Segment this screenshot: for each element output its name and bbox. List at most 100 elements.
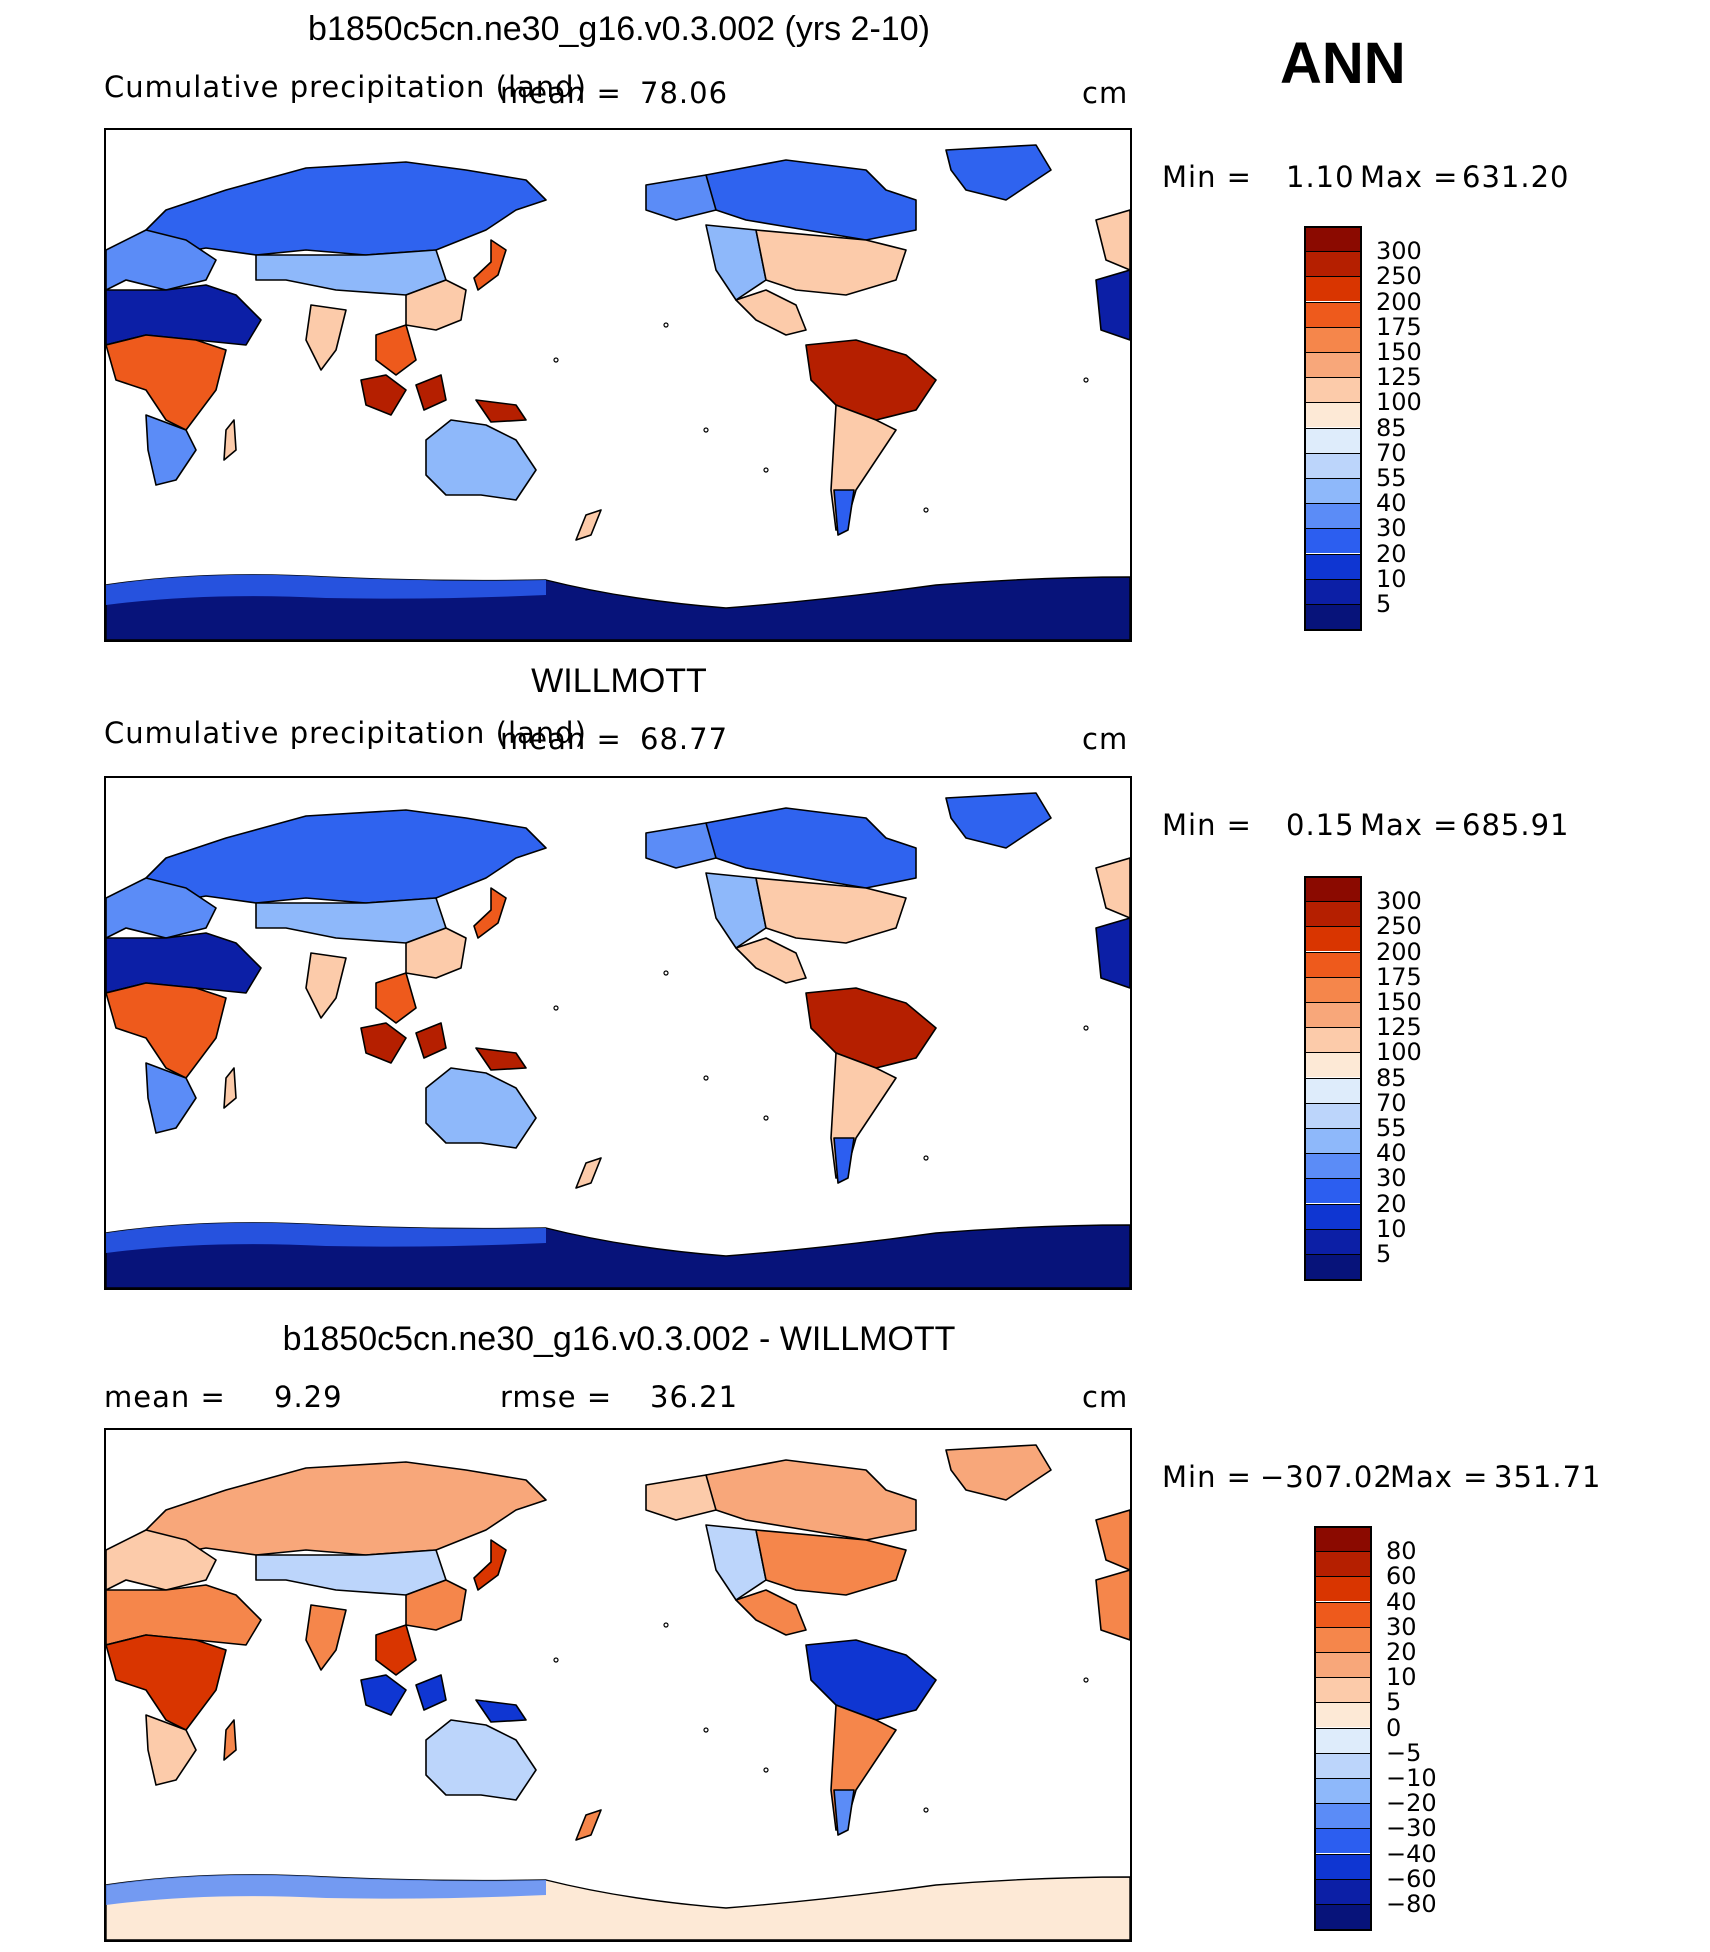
colorbar-label: 125 — [1376, 363, 1422, 392]
island-outline — [1083, 377, 1089, 383]
landmass-usa-east — [755, 229, 907, 296]
colorbar-frame — [1304, 226, 1362, 632]
colorbar-swatch — [1304, 578, 1362, 604]
landmass-europe — [106, 877, 217, 939]
landmass-central-africa — [106, 1634, 227, 1731]
landmass-usa-west — [705, 872, 767, 949]
colorbar-label: −40 — [1386, 1839, 1437, 1868]
landmass-madagascar — [223, 1067, 237, 1109]
colorbar-swatch — [1314, 1702, 1372, 1728]
colorbar-swatch — [1314, 1727, 1372, 1753]
landmass-india — [305, 952, 347, 1019]
colorbar-swatch — [1314, 1828, 1372, 1854]
island-outline — [923, 1807, 929, 1813]
antarctica-coast-band — [106, 1222, 546, 1253]
island-outline — [663, 322, 669, 328]
landmass-patagonia — [833, 1789, 855, 1836]
landmass-australia — [425, 1719, 537, 1801]
landmass-greenland — [945, 792, 1052, 849]
panel-3-min-label: Min = — [1162, 1460, 1252, 1494]
landmass-amazon — [805, 339, 937, 421]
island-outline — [703, 427, 709, 433]
landmass-sahara-arabia — [106, 284, 262, 346]
landmass-canada — [705, 159, 917, 241]
colorbar-swatch — [1304, 1228, 1362, 1254]
colorbar-label: 5 — [1376, 1240, 1392, 1268]
colorbar-swatch — [1314, 1778, 1372, 1803]
colorbar-swatch — [1304, 503, 1362, 529]
colorbar-label: 175 — [1376, 312, 1422, 341]
colorbar-label: 100 — [1376, 1038, 1422, 1067]
landmass-japan — [473, 239, 507, 291]
landmass-new-guinea — [475, 1047, 527, 1071]
panel-1-title: b1850c5cn.ne30_g16.v0.3.002 (yrs 2-10) — [308, 10, 930, 48]
colorbar-swatch — [1304, 452, 1362, 478]
colorbar-label: −60 — [1386, 1864, 1437, 1893]
landmass-canada — [705, 1459, 917, 1541]
colorbar-label: 125 — [1376, 1013, 1422, 1042]
colorbar-label: 150 — [1376, 338, 1422, 366]
colorbar-label: 5 — [1376, 590, 1392, 618]
landmass-eurasia-north — [135, 1461, 547, 1556]
landmass-new-guinea — [475, 1699, 527, 1723]
colorbar-label: 175 — [1376, 962, 1422, 991]
colorbar-label: −80 — [1386, 1890, 1437, 1918]
landmass-australia — [425, 1067, 537, 1149]
panel-1-max-value: 631.20 — [1462, 160, 1570, 194]
colorbar-swatch — [1304, 901, 1362, 927]
landmass-central-africa — [106, 334, 227, 431]
panel-2-subtitle: Cumulative precipitation (land) — [104, 716, 587, 750]
colorbar-swatch — [1314, 1652, 1372, 1677]
colorbar-swatch — [1304, 226, 1362, 251]
colorbar-swatch — [1304, 976, 1362, 1002]
landmass-greenland — [945, 1444, 1052, 1501]
landmass-eurasia-north — [135, 161, 547, 256]
landmass-new-zealand — [575, 1809, 602, 1841]
landmass-madagascar — [223, 419, 237, 461]
colorbar-swatch — [1304, 926, 1362, 952]
panel-3-mean-value: 9.29 — [274, 1380, 343, 1414]
colorbar-swatch — [1304, 876, 1362, 901]
colorbar-label: 40 — [1376, 1139, 1407, 1168]
landmass-europe-edge — [1095, 1509, 1130, 1571]
island-outline — [553, 1657, 559, 1663]
panel-1-mean-value: 78.06 — [640, 76, 729, 110]
colorbar-swatch — [1304, 604, 1362, 629]
landmass-south-africa — [145, 1062, 197, 1134]
island-outline — [763, 1115, 769, 1121]
panel-2-title: WILLMOTT — [531, 662, 707, 700]
colorbar-label: −5 — [1386, 1738, 1422, 1767]
landmass-indonesia — [360, 1674, 407, 1716]
landmass-patagonia — [833, 1137, 855, 1184]
colorbar-label: 80 — [1386, 1537, 1417, 1566]
landmass-usa-west — [705, 1524, 767, 1601]
colorbar-label: 250 — [1376, 262, 1422, 291]
panel-1-min-value: 1.10 — [1286, 160, 1355, 194]
island-outline — [663, 970, 669, 976]
colorbar-swatch — [1304, 478, 1362, 503]
landmass-amazon — [805, 1639, 937, 1721]
colorbar-label: 40 — [1376, 489, 1407, 518]
colorbar-swatch — [1314, 1576, 1372, 1602]
colorbar-label: 300 — [1376, 887, 1422, 916]
antarctica-coast-band — [106, 1874, 546, 1905]
landmass-new-zealand — [575, 509, 602, 541]
panel-2-max-label: Max = — [1360, 808, 1459, 842]
island-outline — [553, 1005, 559, 1011]
panel-2-units: cm — [1082, 722, 1129, 756]
panel-1-subtitle: Cumulative precipitation (land) — [104, 70, 587, 104]
colorbar-label: 85 — [1376, 413, 1407, 442]
colorbar-label: 5 — [1386, 1688, 1402, 1717]
panel-3-min-value: −307.02 — [1260, 1460, 1393, 1494]
season-label: ANN — [1280, 31, 1406, 96]
colorbar-swatch — [1304, 1178, 1362, 1204]
landmass-japan — [473, 1539, 507, 1591]
colorbar-swatch — [1304, 251, 1362, 277]
colorbar-swatch — [1304, 528, 1362, 554]
landmass-sahara-arabia — [106, 932, 262, 994]
island-outline — [1083, 1677, 1089, 1683]
colorbar-swatch — [1304, 1052, 1362, 1078]
colorbar-swatch — [1314, 1878, 1372, 1904]
landmass-usa-east — [755, 1529, 907, 1596]
colorbar-swatch — [1314, 1677, 1372, 1703]
